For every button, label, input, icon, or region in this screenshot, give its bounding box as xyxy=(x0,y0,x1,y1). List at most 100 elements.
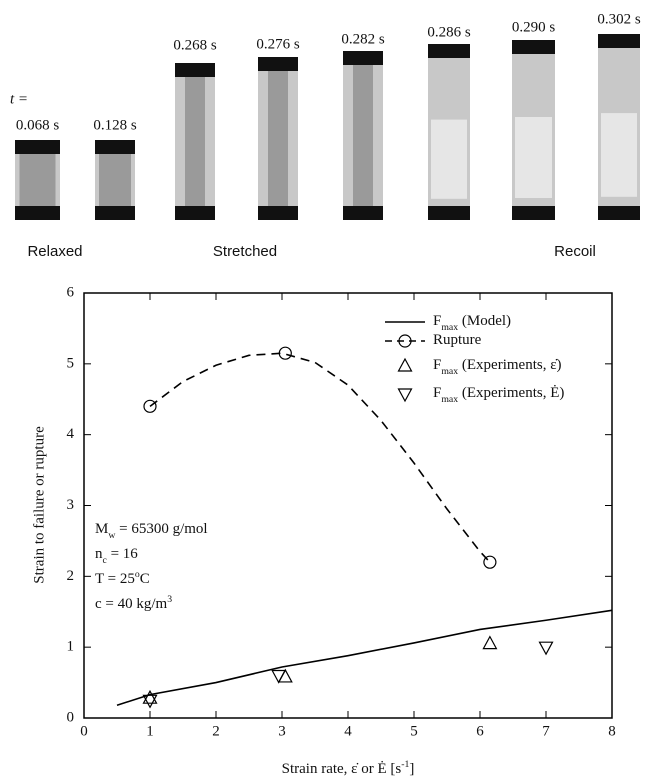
text-part: = 65300 g/mol xyxy=(115,521,207,537)
y-tick-label: 2 xyxy=(67,568,75,584)
subscript: max xyxy=(441,394,458,405)
top-clamp xyxy=(258,57,298,71)
y-tick-label: 4 xyxy=(67,426,75,442)
x-axis-label: Strain rate, ε̇ or Ė [s-1] xyxy=(282,759,415,778)
text-part: Rupture xyxy=(433,332,482,348)
bottom-clamp xyxy=(258,206,298,220)
recoil-gap xyxy=(601,113,637,197)
subscript: max xyxy=(441,322,458,333)
bottom-clamp xyxy=(343,206,383,220)
bottom-clamp xyxy=(598,206,640,220)
legend-marker xyxy=(398,334,412,348)
frame-time: 0.290 s xyxy=(512,19,556,35)
top-clamp xyxy=(428,44,470,58)
y-tick-label: 0 xyxy=(67,709,75,725)
text-part: = 16 xyxy=(107,546,138,562)
frame-time: 0.302 s xyxy=(597,11,641,27)
text-part: F xyxy=(433,385,441,401)
frame-time: 0.128 s xyxy=(93,117,137,133)
fluid-column xyxy=(268,71,288,206)
data-line xyxy=(116,609,613,707)
marker xyxy=(143,399,157,413)
group-label: Stretched xyxy=(213,243,277,260)
frame-time: 0.282 s xyxy=(341,31,385,47)
legend-label: Fmax (Experiments, Ė) xyxy=(433,385,564,404)
legend-marker xyxy=(397,357,413,372)
top-clamp xyxy=(175,63,215,77)
top-clamp xyxy=(95,140,135,154)
marker xyxy=(483,555,497,569)
x-tick-label: 1 xyxy=(146,723,154,739)
x-tick-label: 4 xyxy=(344,723,352,739)
legend-marker xyxy=(397,388,413,403)
fluid-column xyxy=(185,77,205,206)
marker xyxy=(142,689,158,704)
text-part: F xyxy=(433,357,441,373)
x-tick-label: 6 xyxy=(476,723,484,739)
recoil-gap xyxy=(515,117,552,198)
fluid-column xyxy=(353,65,373,206)
x-tick-label: 0 xyxy=(80,723,88,739)
annotation: nc = 16 xyxy=(95,546,138,565)
superscript: -1 xyxy=(401,759,409,770)
legend-label: Fmax (Model) xyxy=(433,313,511,332)
x-tick-label: 5 xyxy=(410,723,418,739)
frame-time: 0.068 s xyxy=(16,117,60,133)
marker xyxy=(277,668,293,683)
text-part: (Experiments, ε̇) xyxy=(458,357,561,373)
recoil-gap xyxy=(431,119,467,199)
bottom-clamp xyxy=(175,206,215,220)
marker xyxy=(278,346,292,360)
text-part: C xyxy=(140,571,150,587)
top-clamp xyxy=(512,40,555,54)
annotation: T = 25oC xyxy=(95,569,150,588)
bottom-clamp xyxy=(15,206,60,220)
group-label: Relaxed xyxy=(27,243,82,260)
y-axis-label: Strain to failure or rupture xyxy=(31,426,47,584)
text-part: c = 40 kg/m xyxy=(95,596,168,612)
x-tick-label: 7 xyxy=(542,723,550,739)
subscript: w xyxy=(108,530,115,541)
text-part: F xyxy=(433,313,441,329)
text-part: (Experiments, Ė) xyxy=(458,385,564,401)
y-tick-label: 5 xyxy=(67,355,75,371)
top-clamp xyxy=(15,140,60,154)
fluid-column xyxy=(19,154,56,206)
text-part: M xyxy=(95,521,108,537)
bottom-clamp xyxy=(95,206,135,220)
x-tick-label: 2 xyxy=(212,723,220,739)
frame-time: 0.286 s xyxy=(427,24,471,40)
text-part: T = 25 xyxy=(95,571,135,587)
text-part: (Model) xyxy=(458,313,511,329)
marker xyxy=(482,635,498,650)
legend-label: Fmax (Experiments, ε̇) xyxy=(433,357,562,376)
fluid-column xyxy=(99,154,131,206)
y-tick-label: 1 xyxy=(67,639,75,655)
text-part: ] xyxy=(409,761,414,777)
subscript: c xyxy=(103,555,108,566)
marker xyxy=(142,694,158,709)
superscript: 3 xyxy=(167,594,172,605)
legend-label: Rupture xyxy=(433,332,482,348)
frame-time: 0.268 s xyxy=(173,37,217,53)
bottom-clamp xyxy=(428,206,470,220)
y-tick-label: 3 xyxy=(67,497,75,513)
bottom-clamp xyxy=(512,206,555,220)
group-label: Recoil xyxy=(554,243,596,260)
annotation: Mw = 65300 g/mol xyxy=(95,521,208,540)
top-clamp xyxy=(598,34,640,48)
annotation: c = 40 kg/m3 xyxy=(95,594,172,613)
marker xyxy=(271,669,287,684)
time-prefix: t = xyxy=(10,91,28,107)
top-clamp xyxy=(343,51,383,65)
subscript: max xyxy=(441,366,458,377)
text-part: Strain rate, ε̇ or Ė [s xyxy=(282,761,402,777)
superscript: o xyxy=(135,569,140,580)
frame-time: 0.276 s xyxy=(256,36,300,52)
x-tick-label: 3 xyxy=(278,723,286,739)
text-part: n xyxy=(95,546,103,562)
x-tick-label: 8 xyxy=(608,723,616,739)
y-tick-label: 6 xyxy=(67,284,75,300)
